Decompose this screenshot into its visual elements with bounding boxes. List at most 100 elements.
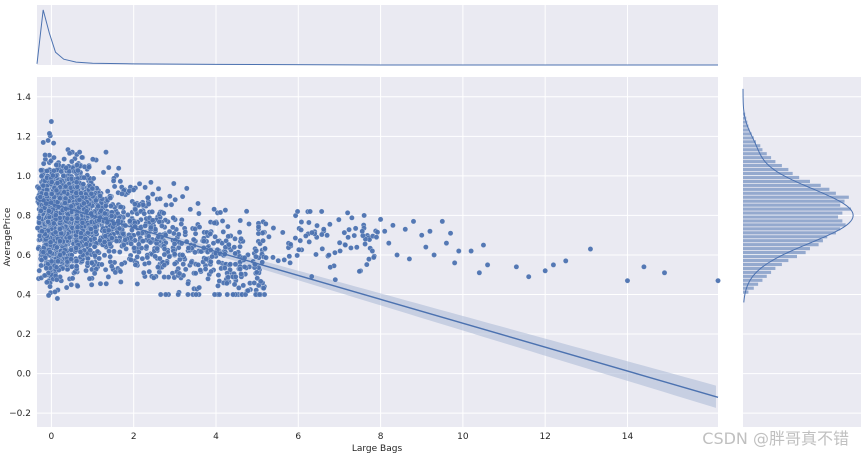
x-tick-label: 6 — [295, 432, 301, 442]
data-point — [57, 252, 63, 258]
data-point — [157, 291, 164, 298]
data-point — [76, 149, 83, 155]
histogram-bar — [743, 144, 761, 148]
data-point — [345, 234, 351, 241]
x-tick-label: 10 — [457, 432, 469, 442]
data-point — [170, 224, 176, 231]
data-point — [172, 196, 178, 203]
data-point — [332, 249, 338, 256]
data-point — [77, 249, 84, 255]
data-point — [132, 206, 139, 213]
data-point — [51, 220, 57, 227]
data-point — [132, 262, 139, 268]
data-point — [145, 201, 152, 207]
data-point — [47, 249, 53, 255]
data-point — [166, 253, 173, 260]
data-point — [103, 203, 109, 209]
data-point — [121, 242, 127, 248]
histogram-bar — [743, 274, 767, 278]
data-point — [155, 264, 161, 270]
data-point — [54, 199, 61, 205]
y-tick-label: −0.2 — [9, 409, 31, 419]
data-point — [73, 263, 80, 270]
data-point — [513, 264, 520, 270]
data-point — [209, 253, 215, 260]
data-point — [205, 276, 211, 282]
data-point — [163, 202, 169, 208]
data-point — [38, 262, 44, 269]
data-point — [550, 262, 557, 268]
data-point — [51, 154, 57, 161]
y-tick-label: 0.2 — [17, 330, 31, 340]
data-point — [337, 248, 343, 254]
data-point — [171, 241, 178, 247]
data-point — [321, 226, 327, 232]
data-point — [55, 258, 61, 264]
data-point — [241, 264, 248, 270]
data-point — [224, 291, 230, 298]
main-panel: 0 2 4 6 8 10 12 14 −0.2 0.0 0.2 0.4 0.6 0.8 1.0 1.2 1.4… — [3, 77, 721, 454]
x-tick-label: 4 — [213, 432, 219, 442]
data-point — [287, 241, 294, 248]
data-point — [266, 234, 272, 240]
data-point — [451, 260, 458, 266]
data-point — [73, 258, 80, 264]
data-point — [196, 210, 202, 217]
data-point — [69, 275, 76, 282]
data-point — [215, 272, 222, 278]
histogram-bar — [743, 120, 748, 124]
histogram-bar — [743, 243, 819, 247]
data-point — [48, 118, 55, 125]
data-point — [54, 295, 61, 302]
data-point — [106, 248, 112, 254]
data-point — [246, 221, 252, 227]
data-point — [86, 275, 93, 282]
data-point — [222, 265, 228, 271]
data-point — [245, 287, 251, 294]
histogram-bar — [743, 266, 776, 270]
data-point — [34, 225, 41, 231]
data-point — [542, 268, 548, 274]
data-point — [327, 264, 333, 270]
data-point — [140, 202, 146, 208]
data-point — [212, 234, 218, 240]
data-point — [63, 165, 69, 171]
data-point — [53, 212, 59, 218]
data-point — [130, 187, 137, 193]
data-point — [193, 291, 199, 298]
data-point — [86, 164, 92, 170]
x-tick-label: 0 — [49, 432, 55, 442]
data-point — [192, 270, 199, 277]
data-point — [99, 261, 105, 268]
data-point — [232, 236, 238, 242]
data-point — [178, 221, 184, 227]
data-point — [359, 228, 365, 235]
data-point — [50, 172, 56, 179]
data-point — [76, 197, 83, 203]
data-point — [107, 253, 113, 260]
data-point — [410, 218, 417, 225]
data-point — [203, 256, 209, 262]
data-point — [287, 260, 293, 266]
right-marginal-histogram — [743, 112, 851, 294]
x-axis-label: Large Bags — [352, 444, 403, 454]
data-point — [53, 187, 60, 194]
data-point — [641, 264, 647, 270]
histogram-bar — [743, 211, 843, 215]
data-point — [53, 162, 60, 168]
data-point — [484, 262, 491, 268]
data-point — [132, 201, 138, 207]
data-point — [371, 254, 377, 261]
histogram-bar — [743, 183, 821, 187]
data-point — [50, 140, 57, 146]
data-point — [68, 247, 74, 253]
data-point — [68, 281, 75, 288]
data-point — [240, 282, 247, 289]
data-point — [89, 185, 96, 192]
data-point — [149, 217, 156, 224]
data-point — [45, 137, 51, 144]
data-point — [624, 277, 631, 284]
data-point — [319, 246, 326, 252]
data-point — [63, 284, 70, 291]
data-point — [238, 271, 244, 277]
